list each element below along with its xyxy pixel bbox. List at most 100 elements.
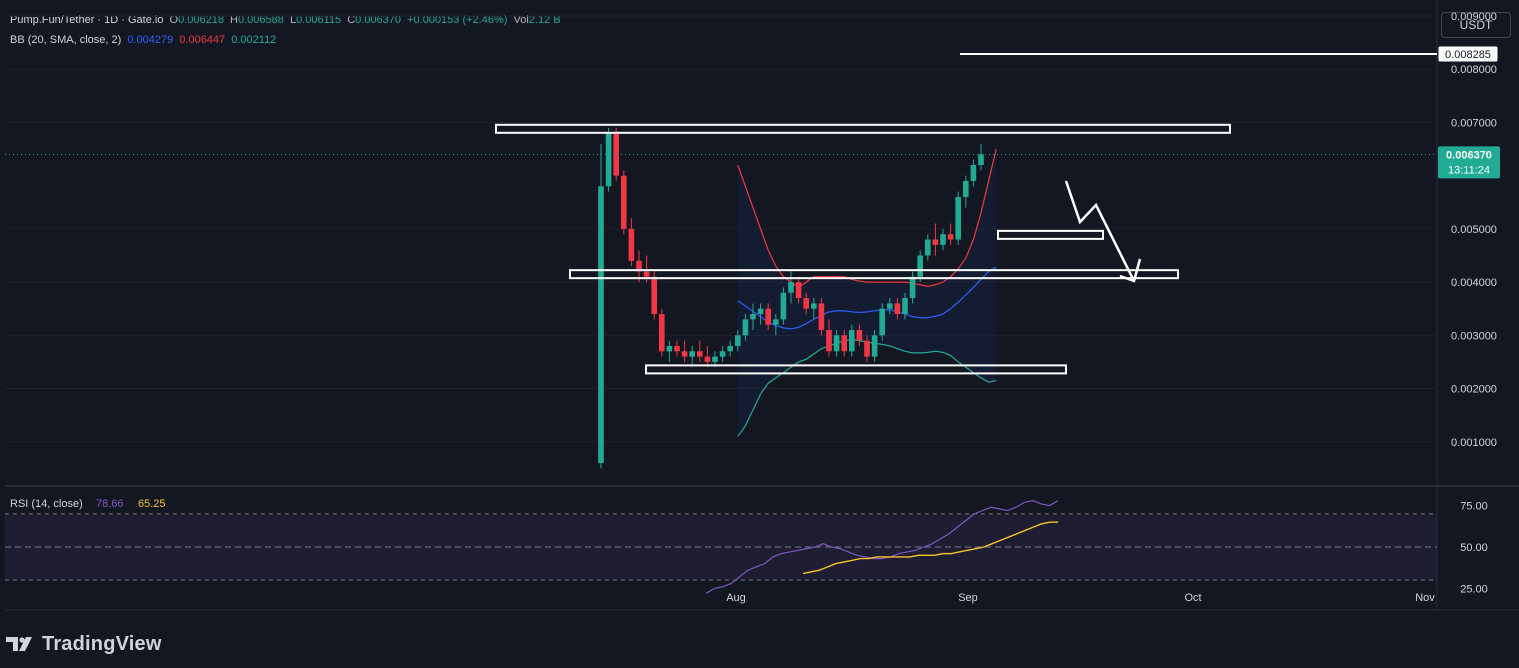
candle-body (909, 276, 916, 299)
candle-body (795, 282, 802, 299)
close-value: 0.006370 (355, 14, 402, 26)
bb-upper-value: 0.006447 (179, 34, 226, 46)
candle-body (750, 314, 756, 320)
rsi-pane: RSI (14, close) 78.66 65.25 (5, 498, 1437, 594)
rsi-ma-line (802, 521, 1058, 575)
price-axis-label: 0.003000 (1451, 330, 1497, 342)
symbol-legend: Pump.Fun/Tether · 1D · Gate.io O0.006218… (10, 14, 564, 26)
high-label: H (230, 14, 238, 26)
rsi-value: 78.66 (96, 498, 124, 510)
volume-value: 2.12 B (528, 14, 561, 26)
candle-body (887, 303, 893, 309)
price-axis-label: 0.001000 (1451, 437, 1497, 449)
rsi-title: RSI (14, close) (10, 498, 83, 510)
candle-body (674, 345, 680, 352)
candle-body (666, 345, 673, 352)
bb-band-fill (737, 149, 997, 437)
candle-body (811, 303, 817, 309)
candle-body (879, 308, 885, 336)
candle-body (902, 298, 908, 315)
candle-body (978, 154, 984, 165)
down-arrow-head (1119, 258, 1142, 283)
candle-body (636, 260, 642, 272)
candle-body (826, 330, 832, 352)
volume-label: Vol (513, 14, 529, 26)
rsi-axis-label: 25.00 (1460, 583, 1488, 595)
brand-name: TradingView (42, 632, 162, 655)
candle-body (651, 276, 657, 315)
candle-body (940, 234, 946, 245)
rsi-axis-label: 50.00 (1460, 542, 1488, 554)
rsi-axis-label: 75.00 (1460, 501, 1488, 513)
price-tag-bg (1438, 146, 1500, 179)
symbol-title[interactable]: Pump.Fun/Tether · 1D · Gate.io (10, 14, 164, 26)
candle-body (773, 319, 779, 325)
candle-body (628, 228, 635, 261)
candle-body (780, 292, 787, 320)
tradingview-logo[interactable]: TradingView (6, 632, 162, 656)
candle-body (871, 335, 878, 357)
candle-body (757, 308, 764, 315)
countdown: 13:11:24 (1448, 164, 1490, 176)
candle-body (697, 351, 703, 357)
tradingview-logo-icon (6, 637, 32, 651)
close-label: C (347, 14, 356, 26)
zone-box (569, 269, 1179, 280)
candle-body (689, 351, 695, 357)
candle-body (841, 335, 847, 352)
candle-body (788, 282, 794, 293)
candle-body (605, 133, 612, 187)
level-tag-bg (1437, 45, 1499, 63)
candle-body (970, 165, 977, 181)
candle-body (712, 356, 718, 362)
candle-body (643, 271, 650, 277)
price-axis-label: 0.008000 (1451, 64, 1497, 76)
candles (598, 127, 984, 469)
candle-body (932, 239, 939, 245)
rsi-line (705, 499, 1059, 594)
price-axis-label: 0.005000 (1451, 224, 1497, 236)
candle-body (704, 356, 711, 362)
change-value: +0.000153 (+2.46%) (407, 14, 508, 26)
currency-button[interactable]: USDT (1441, 12, 1511, 38)
candle-body (849, 330, 855, 352)
candle-body (765, 308, 771, 325)
candle-body (742, 319, 749, 336)
time-axis: Aug Sep Oct Nov (726, 592, 1435, 604)
open-value: 0.006218 (178, 14, 224, 26)
candle-body (803, 298, 809, 309)
low-label: L (289, 14, 297, 26)
price-axis-label: 0.007000 (1451, 117, 1497, 129)
bb-legend: BB (20, SMA, close, 2) 0.004279 0.006447… (10, 34, 279, 46)
price-axis-label: 0.002000 (1451, 384, 1497, 396)
zone-box (997, 229, 1104, 240)
candle-body (864, 340, 870, 357)
candle-body (598, 186, 604, 464)
price-tag: 0.006370 (1446, 149, 1492, 161)
down-arrow-path (1064, 180, 1136, 282)
candle-body (894, 303, 901, 315)
level-tag: 0.008285 (1445, 49, 1491, 61)
candle-body (833, 335, 840, 352)
grid-lines (5, 0, 1519, 611)
candle-body (719, 351, 726, 357)
price-axis: 0.009000 0.008000 0.007000 0.005000 0.004000… (1437, 11, 1500, 595)
time-axis-label: Nov (1415, 592, 1435, 604)
time-axis-label: Oct (1184, 592, 1201, 604)
bb-upper-line (737, 148, 997, 289)
zone-box (495, 123, 1231, 134)
bb-label[interactable]: BB (20, SMA, close, 2) (10, 34, 122, 46)
candle-body (735, 335, 741, 346)
candle-body (681, 351, 688, 357)
high-value: 0.006588 (237, 14, 284, 26)
annotations (5, 53, 1437, 375)
candle-body (917, 255, 923, 277)
candle-body (727, 345, 733, 352)
candle-body (947, 234, 954, 240)
bb-basis-line (737, 266, 997, 330)
candle-body (659, 314, 665, 352)
candle-body (925, 239, 931, 256)
time-axis-label: Aug (726, 592, 746, 604)
